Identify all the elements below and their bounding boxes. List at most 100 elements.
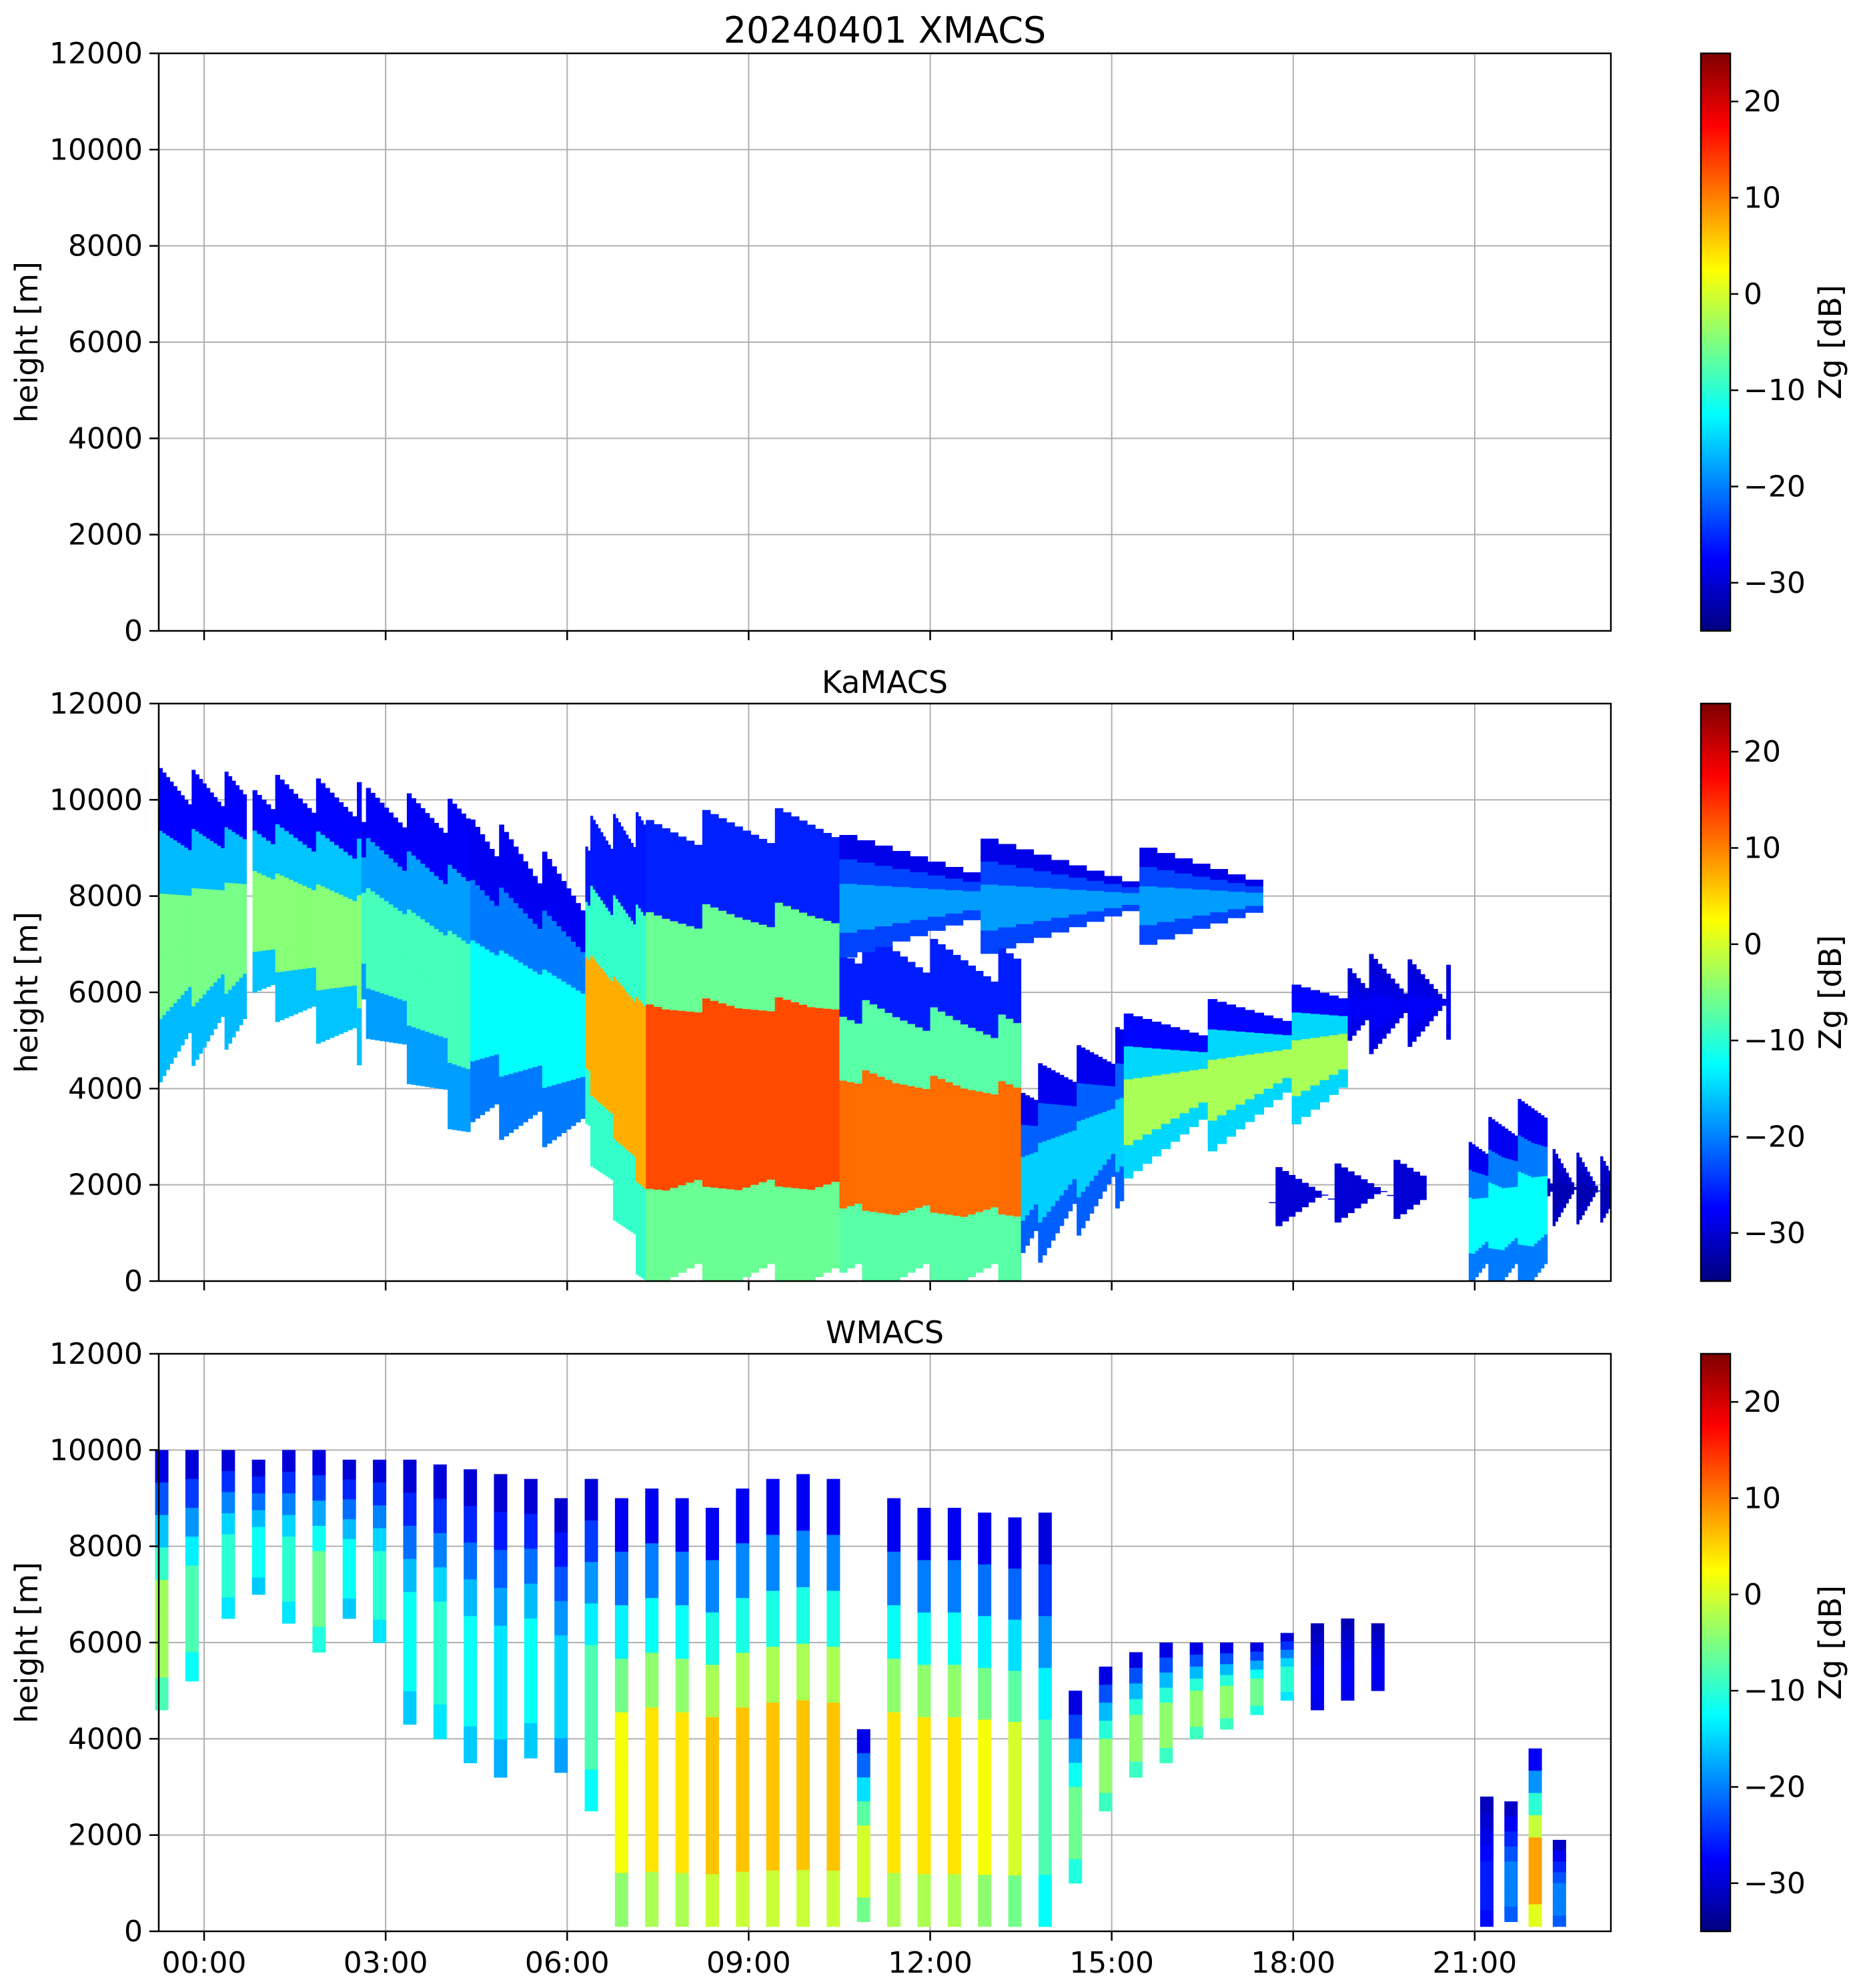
- echo-cell: [1033, 920, 1052, 938]
- echo-cell: [854, 1023, 862, 1084]
- echo-cell: [243, 839, 247, 885]
- scan-column: [1504, 1846, 1518, 1862]
- echo-cell: [1295, 1198, 1303, 1206]
- echo-cell: [580, 1035, 586, 1078]
- echo-cell: [1446, 994, 1451, 1010]
- echo-cell: [1189, 1070, 1199, 1090]
- echo-cell: [608, 911, 611, 978]
- echo-cell: [608, 978, 611, 1045]
- echo-cell: [628, 1152, 632, 1231]
- scan-column: [1528, 1815, 1542, 1838]
- x-tick-label: 15:00: [1069, 1946, 1154, 1980]
- echo-cell: [1051, 1104, 1056, 1139]
- echo-cell: [1338, 1016, 1348, 1034]
- scan-column: [826, 1759, 840, 1815]
- echo-cell: [815, 1097, 824, 1188]
- echo-cell: [1555, 1208, 1559, 1222]
- scan-column: [464, 1689, 478, 1727]
- echo-cell: [807, 824, 816, 916]
- echo-cell: [221, 806, 225, 849]
- echo-cell: [316, 778, 322, 832]
- echo-cell: [235, 932, 240, 982]
- echo-cell: [1107, 1110, 1112, 1136]
- x-tick-label: 18:00: [1251, 1946, 1335, 1980]
- echo-cell: [1102, 1085, 1107, 1112]
- echo-cell: [602, 1106, 606, 1175]
- echo-cell: [1608, 1186, 1612, 1194]
- echo-cell: [180, 795, 185, 846]
- echo-cell: [380, 898, 385, 946]
- echo-cell: [1433, 1010, 1438, 1016]
- echo-cell: [1142, 1134, 1153, 1164]
- echo-cell: [425, 977, 430, 1032]
- echo-cell: [1471, 1144, 1476, 1172]
- echo-cell: [846, 1020, 855, 1083]
- echo-cell: [1334, 1210, 1342, 1223]
- echo-cell: [922, 1089, 931, 1148]
- scan-column: [645, 1707, 659, 1763]
- scan-column: [464, 1726, 478, 1763]
- scan-column: [1341, 1669, 1355, 1681]
- echo-cell: [370, 842, 376, 892]
- scan-column: [464, 1506, 478, 1543]
- echo-cell: [191, 770, 196, 830]
- echo-cell: [1254, 1073, 1265, 1094]
- scan-column: [1159, 1703, 1173, 1719]
- echo-cell: [1161, 1024, 1171, 1050]
- echo-cell: [1475, 1172, 1479, 1199]
- echo-cell: [406, 909, 412, 968]
- echo-cell: [643, 1097, 646, 1189]
- echo-cell: [1373, 1192, 1381, 1194]
- echo-cell: [758, 1010, 768, 1097]
- echo-cell: [1419, 1175, 1427, 1181]
- echo-cell: [1543, 1146, 1548, 1176]
- echo-cell: [1524, 1210, 1528, 1246]
- scan-column: [947, 1560, 961, 1613]
- echo-cell: [1419, 1185, 1427, 1190]
- echo-cell: [1273, 1050, 1283, 1068]
- echo-cell: [438, 880, 444, 933]
- echo-cell: [1245, 1032, 1255, 1055]
- x-tick-label: 12:00: [888, 1946, 973, 1980]
- echo-cell: [1429, 984, 1434, 992]
- echo-cell: [1386, 985, 1391, 998]
- echo-cell: [963, 900, 981, 911]
- echo-cell: [257, 912, 262, 952]
- echo-cell: [1051, 1138, 1056, 1173]
- echo-cell: [1245, 886, 1263, 894]
- echo-cell: [504, 832, 510, 894]
- echo-cell: [398, 866, 403, 912]
- echo-cell: [316, 990, 322, 1044]
- echo-cell: [1175, 858, 1193, 874]
- echo-cell: [983, 1034, 991, 1094]
- echo-cell: [1235, 1056, 1246, 1081]
- echo-cell: [1315, 1190, 1322, 1192]
- echo-cell: [815, 828, 824, 919]
- echo-cell: [605, 908, 609, 976]
- y-tick-label: 10000: [49, 133, 143, 167]
- echo-cell: [1403, 997, 1408, 1002]
- scan-column: [766, 1870, 780, 1927]
- echo-cell: [605, 1109, 609, 1177]
- echo-cell: [983, 1092, 991, 1152]
- echo-cell: [602, 1039, 606, 1108]
- y-tick-label: 0: [124, 1915, 143, 1949]
- echo-cell: [981, 838, 999, 862]
- echo-cell: [960, 960, 969, 1025]
- scan-column: [736, 1653, 750, 1708]
- echo-cell: [839, 1080, 848, 1145]
- echo-cell: [1579, 1194, 1582, 1208]
- echo-cell: [224, 882, 229, 939]
- echo-cell: [618, 822, 621, 903]
- echo-cell: [1514, 1161, 1519, 1188]
- echo-cell: [1151, 1129, 1162, 1157]
- echo-cell: [1063, 1133, 1069, 1162]
- echo-cell: [636, 1182, 639, 1275]
- echo-cell: [398, 955, 403, 1000]
- scan-column: [584, 1520, 598, 1563]
- echo-cell: [1511, 1187, 1515, 1215]
- echo-cell: [484, 841, 490, 896]
- scan-column: [1552, 1861, 1566, 1873]
- echo-cell: [552, 1030, 557, 1086]
- echo-cell: [1576, 1195, 1580, 1210]
